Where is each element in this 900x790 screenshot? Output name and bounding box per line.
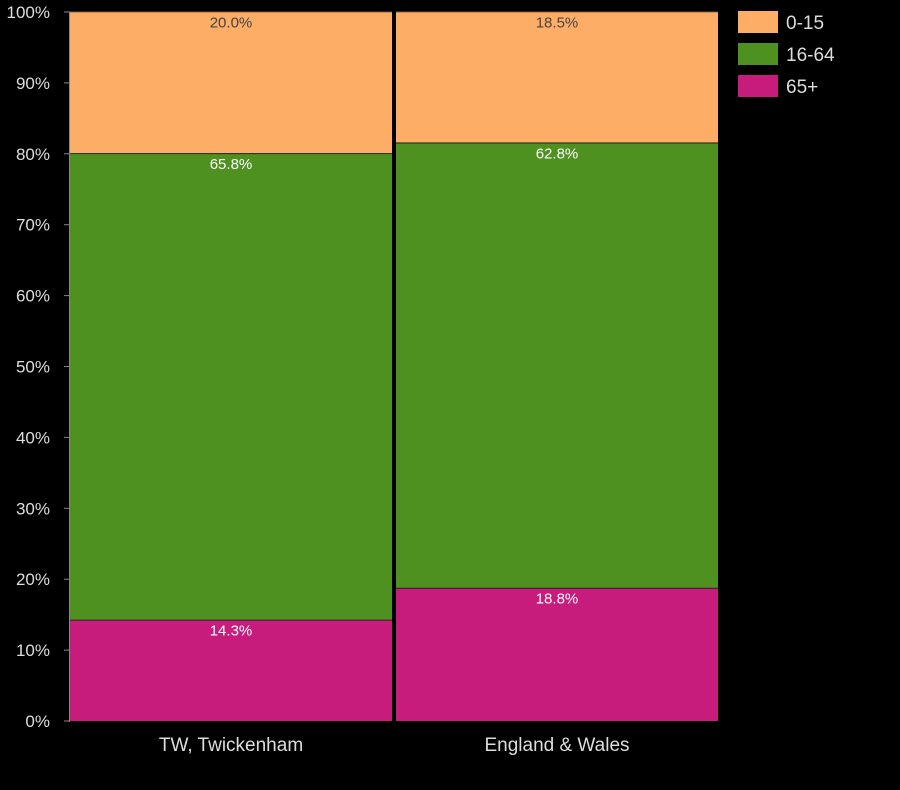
data-label: 20.0% — [210, 14, 253, 31]
bar-segment-16-64-1 — [396, 142, 718, 588]
y-axis: 0% 10% 20% 30% 40% 50% 60% 70% 80% 90% 100% — [7, 3, 70, 731]
legend-swatch-0-15 — [738, 11, 778, 33]
y-tick-label: 90% — [16, 74, 50, 93]
bar-segment-65+-1 — [396, 587, 718, 721]
y-tick-label: 20% — [16, 570, 50, 589]
legend-swatch-16-64 — [738, 43, 778, 65]
bar-segment-0-15-0 — [70, 11, 392, 154]
data-label: 18.5% — [536, 14, 579, 31]
y-tick-label: 10% — [16, 641, 50, 660]
data-labels: 14.3% 65.8% 20.0% 18.8% 62.8% 18.5% — [210, 14, 579, 639]
bar-segment-0-15-1 — [396, 11, 718, 143]
bar-segment-16-64-0 — [70, 153, 392, 620]
data-label: 62.8% — [536, 145, 579, 162]
x-category-label: TW, Twickenham — [159, 735, 303, 756]
y-tick-label: 60% — [16, 287, 50, 306]
y-tick-label: 70% — [16, 216, 50, 235]
data-label: 18.8% — [536, 591, 579, 608]
y-tick-label: 40% — [16, 428, 50, 447]
legend-label: 65+ — [786, 77, 818, 98]
x-category-label: England & Wales — [484, 735, 629, 756]
y-tick-label: 50% — [16, 358, 50, 377]
legend-swatch-65+ — [738, 75, 778, 97]
legend-label: 0-15 — [786, 13, 824, 34]
x-axis: TW, Twickenham England & Wales — [159, 735, 630, 756]
bars — [70, 11, 718, 721]
legend-label: 16-64 — [786, 45, 835, 66]
y-tick-label: 100% — [7, 3, 50, 22]
y-tick-label: 0% — [25, 712, 50, 731]
data-label: 14.3% — [210, 623, 253, 640]
bar-segment-65+-0 — [70, 619, 392, 721]
data-label: 65.8% — [210, 156, 253, 173]
legend: 0-15 16-64 65+ — [738, 11, 835, 98]
y-tick-label: 80% — [16, 145, 50, 164]
y-tick-label: 30% — [16, 499, 50, 518]
